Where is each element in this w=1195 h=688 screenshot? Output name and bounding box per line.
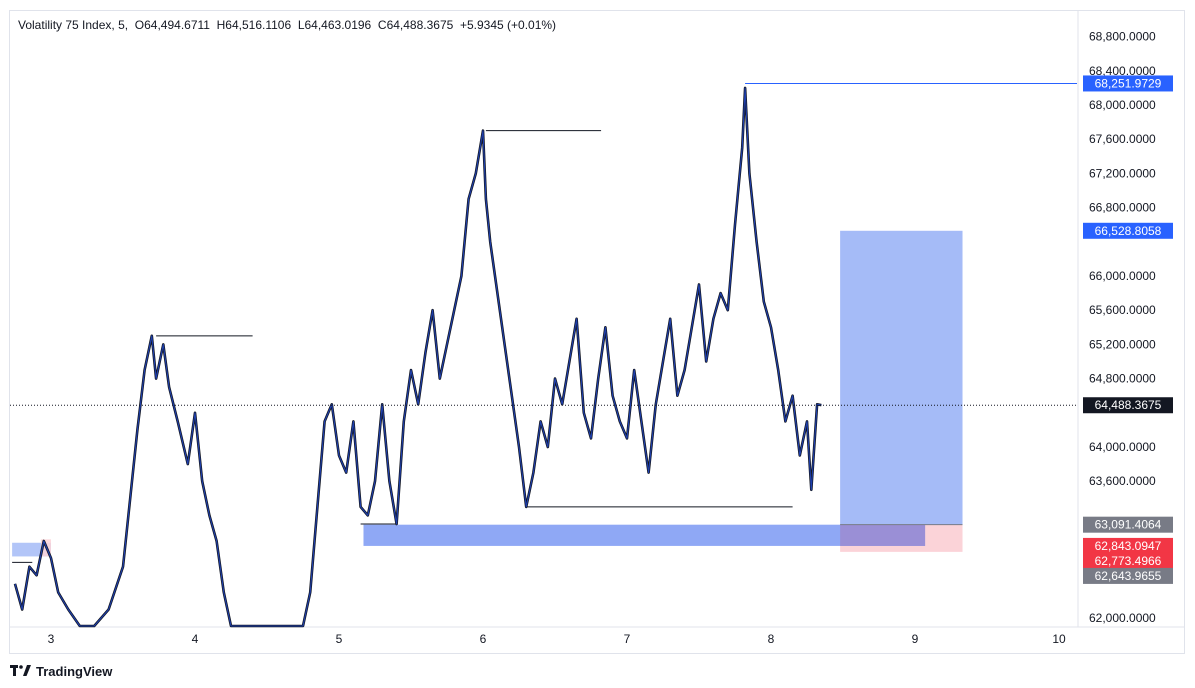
price-label-bg — [1083, 552, 1173, 569]
price-label-text: 68,251.9729 — [1095, 76, 1162, 90]
price-label-text: 64,488.3675 — [1095, 398, 1162, 412]
y-tick-label: 65,600.0000 — [1089, 303, 1156, 317]
x-tick-label: 7 — [624, 632, 631, 646]
x-tick-label: 8 — [768, 632, 775, 646]
y-tick-label: 63,600.0000 — [1089, 474, 1156, 488]
chart-frame[interactable] — [9, 10, 1185, 654]
legend-sep-1: , — [111, 18, 119, 32]
x-tick-label: 5 — [336, 632, 343, 646]
price-label[interactable]: 66,528.8058 — [1083, 222, 1173, 239]
price-label-bg — [1083, 222, 1173, 239]
price-label-text: 63,091.4064 — [1095, 518, 1162, 532]
price-label[interactable]: 64,488.3675 — [1083, 397, 1173, 414]
price-label-text: 62,773.4966 — [1095, 554, 1162, 568]
price-label-bg — [1083, 516, 1173, 533]
y-tick-label: 64,800.0000 — [1089, 372, 1156, 386]
y-tick-label: 66,800.0000 — [1089, 201, 1156, 215]
x-tick-label: 9 — [912, 632, 919, 646]
x-tick-label: 4 — [192, 632, 199, 646]
price-label-bg — [1083, 537, 1173, 554]
price-label[interactable]: 62,773.4966 — [1083, 552, 1173, 569]
x-tick-label: 6 — [480, 632, 487, 646]
tradingview-logo[interactable]: TradingView — [10, 662, 112, 680]
symbol-name[interactable]: Volatility 75 Index — [18, 18, 112, 32]
price-label-text: 62,643.9655 — [1095, 569, 1162, 583]
y-tick-label: 66,000.0000 — [1089, 269, 1156, 283]
legend-sep-2: , — [124, 18, 135, 32]
ohlc-close: C64,488.3675 — [377, 18, 454, 32]
x-tick-label: 10 — [1052, 632, 1066, 646]
price-label[interactable]: 62,843.0947 — [1083, 537, 1173, 554]
y-tick-label: 62,000.0000 — [1089, 611, 1156, 625]
price-label[interactable]: 63,091.4064 — [1083, 516, 1173, 533]
symbol-legend: Volatility 75 Index, 5, O64,494.6711 H64… — [18, 18, 556, 32]
y-tick-label: 68,800.0000 — [1089, 30, 1156, 44]
price-label-text: 62,843.0947 — [1095, 539, 1162, 553]
zone-target[interactable] — [840, 230, 963, 525]
time-axis[interactable]: 3 4 5 6 7 8 9 10 — [48, 632, 1066, 646]
price-label-bg — [1083, 75, 1173, 92]
y-tick-label: 67,600.0000 — [1089, 132, 1156, 146]
price-label[interactable]: 68,251.9729 — [1083, 75, 1173, 92]
y-tick-label: 64,000.0000 — [1089, 440, 1156, 454]
y-tick-label: 65,200.0000 — [1089, 337, 1156, 351]
zone-demand[interactable] — [363, 524, 926, 546]
price-axis[interactable]: 68,800.0000 68,400.0000 68,000.0000 67,600.… — [1089, 30, 1156, 625]
price-change: +5.9345 (+0.01%) — [459, 18, 557, 32]
ohlc-high: H64,516.1106 — [216, 18, 292, 32]
swing-lines-layer — [12, 82, 1077, 563]
y-tick-label: 68,000.0000 — [1089, 98, 1156, 112]
price-series-line — [14, 87, 822, 627]
zones-layer — [12, 230, 963, 557]
price-label[interactable]: 62,643.9655 — [1083, 567, 1173, 584]
price-label-text: 66,528.8058 — [1095, 224, 1162, 238]
ohlc-low: L64,463.0196 — [297, 18, 372, 32]
price-labels-layer: 68,251.9729 66,528.8058 64,488.3675 63,091.… — [1083, 75, 1173, 584]
interval[interactable]: 5 — [118, 18, 125, 32]
price-series-layer — [13, 86, 822, 628]
price-label-bg — [1083, 567, 1173, 584]
tradingview-wordmark: TradingView — [36, 663, 113, 679]
y-tick-label: 67,200.0000 — [1089, 166, 1156, 180]
ohlc-open: O64,494.6711 — [134, 18, 210, 32]
y-tick-label: 68,400.0000 — [1089, 64, 1156, 78]
tradingview-logo-icon — [10, 665, 31, 676]
x-tick-label: 3 — [48, 632, 55, 646]
zone-overlap — [840, 524, 926, 546]
price-label-bg — [1083, 397, 1173, 414]
